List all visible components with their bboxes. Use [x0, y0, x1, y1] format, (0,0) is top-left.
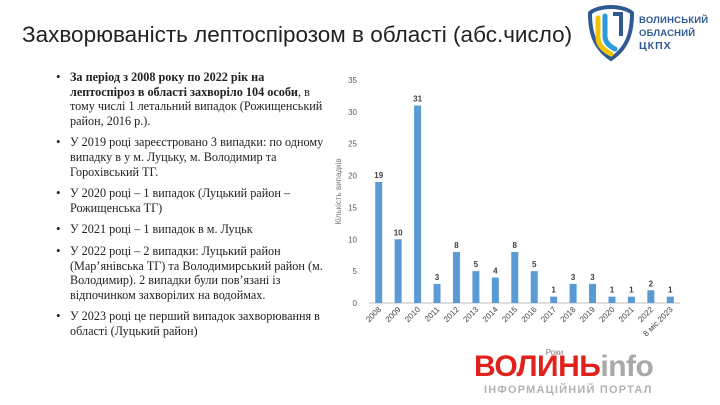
- data-label: 1: [629, 286, 634, 295]
- bar: [647, 290, 655, 303]
- data-label: 4: [493, 267, 498, 276]
- bar: [414, 105, 422, 303]
- y-tick-label: 35: [348, 76, 357, 85]
- bar: [666, 296, 674, 303]
- bar: [530, 271, 538, 303]
- bullet-item: У 2023 році це перший випадок захворюван…: [40, 309, 330, 338]
- data-label: 8: [454, 241, 459, 250]
- data-label: 3: [590, 273, 595, 282]
- bullet-text: У 2022 році – 2 випадки: Луцький район (…: [70, 243, 323, 302]
- bar: [491, 277, 499, 303]
- bar: [627, 296, 635, 303]
- data-label: 5: [474, 260, 479, 269]
- data-label: 3: [571, 273, 576, 282]
- y-tick-label: 0: [353, 299, 358, 308]
- logo-text: ВОЛИНСЬКИЙ ОБЛАСНИЙ ЦКПХ: [639, 14, 708, 53]
- x-tick-label: 2009: [384, 305, 403, 324]
- data-label: 10: [394, 228, 403, 237]
- data-label: 1: [610, 286, 615, 295]
- bullet-item: У 2020 році – 1 випадок (Луцький район –…: [40, 186, 330, 215]
- x-tick-label: 2010: [403, 305, 422, 324]
- y-axis-title: Кількість випадків: [334, 158, 343, 224]
- bar: [433, 283, 441, 303]
- watermark: ВОЛИНЬinfo ІНФОРМАЦІЙНИЙ ПОРТАЛ: [462, 350, 717, 402]
- watermark-subtitle: ІНФОРМАЦІЙНИЙ ПОРТАЛ: [484, 384, 653, 396]
- data-label: 19: [374, 171, 383, 180]
- data-label: 31: [413, 94, 422, 103]
- shield-logo-icon: [587, 4, 635, 62]
- x-tick-label: 2021: [617, 305, 636, 324]
- data-label: 2: [649, 279, 654, 288]
- bullet-text: У 2023 році це перший випадок захворюван…: [70, 309, 320, 338]
- vckph-logo: ВОЛИНСЬКИЙ ОБЛАСНИЙ ЦКПХ: [585, 4, 715, 64]
- watermark-grey-text: info: [600, 350, 654, 383]
- bar: [375, 181, 383, 303]
- y-tick-label: 5: [353, 267, 358, 276]
- bullet-bold-text: За період з 2008 року по 2022 рік на леп…: [70, 70, 298, 99]
- data-label: 3: [435, 273, 440, 282]
- logo-line-1: ВОЛИНСЬКИЙ: [639, 15, 709, 26]
- x-tick-label: 2016: [520, 305, 539, 324]
- y-tick-label: 15: [348, 203, 357, 212]
- watermark-logo: ВОЛИНЬinfo: [474, 350, 654, 384]
- x-tick-label: 2019: [578, 305, 597, 324]
- x-tick-label: 2014: [481, 305, 500, 324]
- data-label: 1: [551, 286, 556, 295]
- bullet-item: У 2022 році – 2 випадки: Луцький район (…: [40, 244, 330, 302]
- logo-line-3: ЦКПХ: [639, 40, 672, 52]
- bar: [452, 252, 460, 303]
- x-tick-label: 2012: [442, 305, 461, 324]
- y-tick-label: 10: [348, 235, 357, 244]
- x-tick-label: 2013: [461, 305, 480, 324]
- y-tick-label: 20: [348, 172, 357, 181]
- bullet-text: У 2019 році зареєстровано 3 випадки: по …: [70, 135, 324, 179]
- x-tick-label: 2015: [500, 305, 519, 324]
- bullet-text: У 2020 році – 1 випадок (Луцький район –…: [70, 186, 290, 215]
- x-tick-label: 2011: [423, 305, 442, 324]
- data-label: 1: [668, 286, 673, 295]
- bullet-item: У 2019 році зареєстровано 3 випадки: по …: [40, 135, 330, 179]
- watermark-red-text: ВОЛИНЬ: [474, 350, 601, 383]
- bar: [511, 252, 519, 303]
- bar: [472, 271, 480, 303]
- y-tick-label: 30: [348, 108, 357, 117]
- y-tick-label: 25: [348, 140, 357, 149]
- bullet-text: , в тому числі 1 летальний випадок (Рожи…: [70, 84, 323, 128]
- x-tick-label: 2018: [559, 305, 578, 324]
- slide-title: Захворюваність лептоспірозом в області (…: [22, 22, 573, 47]
- logo-line-2: ОБЛАСНИЙ: [639, 28, 696, 39]
- data-label: 8: [513, 241, 518, 250]
- x-axis-title: Роки: [546, 348, 563, 357]
- bar: [608, 296, 616, 303]
- bullet-item: У 2021 році – 1 випадок в м. Луцьк: [40, 222, 330, 237]
- bullet-list: За період з 2008 року по 2022 рік на леп…: [40, 70, 330, 346]
- x-tick-label: 2008: [364, 305, 383, 324]
- bar: [394, 239, 402, 303]
- x-tick-label: 2017: [539, 305, 558, 324]
- bullet-item: За період з 2008 року по 2022 рік на леп…: [40, 70, 330, 128]
- data-label: 5: [532, 260, 537, 269]
- bar: [550, 296, 558, 303]
- x-tick-label: 2020: [597, 305, 616, 324]
- bar: [569, 283, 577, 303]
- bullet-text: У 2021 році – 1 випадок в м. Луцьк: [70, 222, 253, 237]
- bar: [589, 283, 597, 303]
